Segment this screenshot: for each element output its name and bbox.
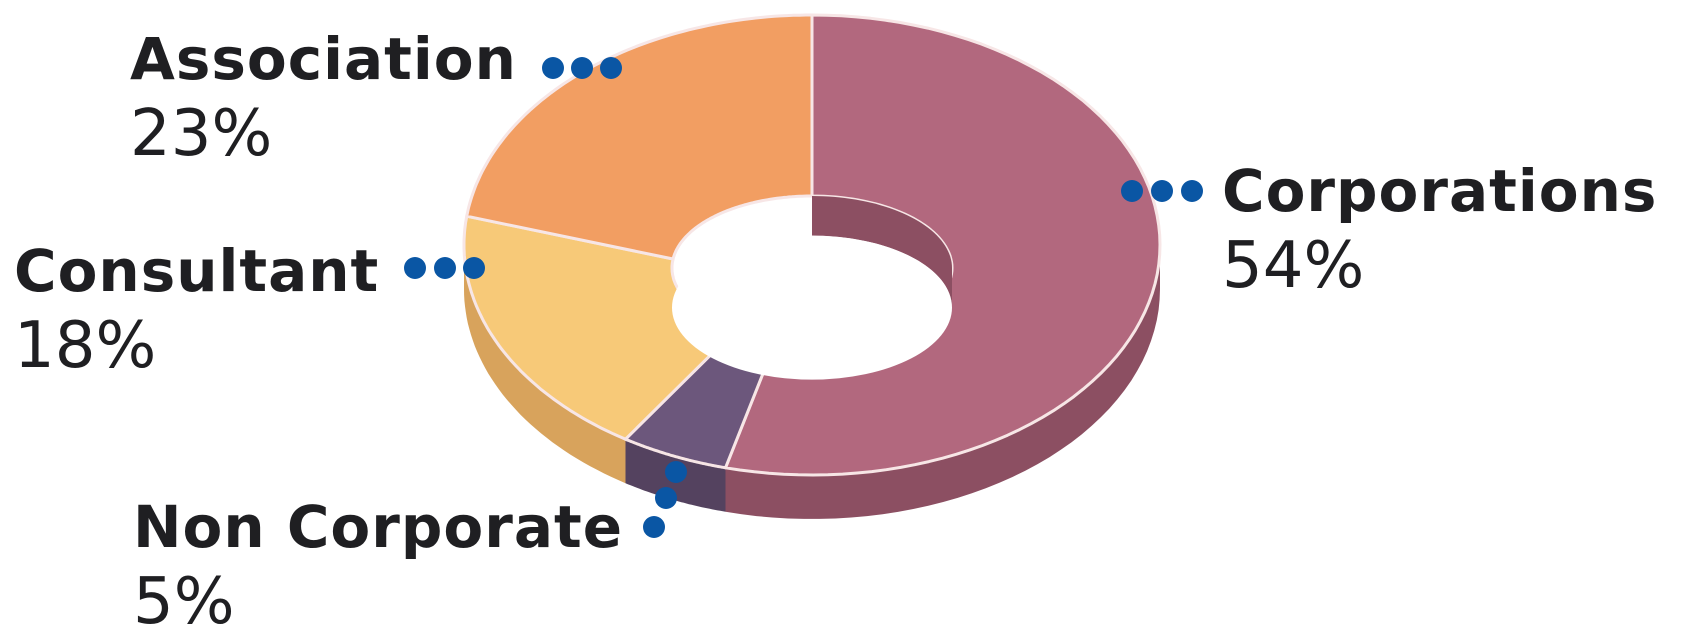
leader-dot-corporations-1: [1121, 180, 1143, 202]
callout-non-corporate: Non Corporate 5%: [133, 498, 623, 634]
callout-consultant: Consultant 18%: [14, 242, 379, 378]
leader-dot-consultant-2: [434, 257, 456, 279]
leader-dot-non-corporate-1: [665, 461, 687, 483]
donut-top-faces: [462, 13, 1162, 477]
leader-dot-corporations-2: [1151, 180, 1173, 202]
leader-dot-association-3: [600, 57, 622, 79]
leader-dot-association-1: [542, 57, 564, 79]
leader-lines: [404, 57, 1203, 538]
label-corporations: Corporations: [1222, 157, 1658, 225]
leader-dot-non-corporate-3: [643, 516, 665, 538]
value-label-corporations: 54%: [1222, 229, 1365, 303]
label-consultant: Consultant: [14, 237, 380, 305]
donut-hole-inner-wall: [812, 196, 952, 308]
value-label-consultant: 18%: [14, 309, 157, 383]
side-consultant: [464, 245, 626, 484]
label-non-corporate: Non Corporate: [133, 493, 624, 561]
label-association: Association: [130, 25, 517, 93]
value-label-association: 23%: [130, 97, 273, 171]
callout-corporations: Corporations 54%: [1222, 162, 1657, 298]
slice-association: [465, 13, 814, 261]
leader-dot-consultant-1: [404, 257, 426, 279]
leader-dot-consultant-3: [463, 257, 485, 279]
leader-dot-corporations-3: [1181, 180, 1203, 202]
hole-wall-corporations: [812, 196, 952, 308]
donut-hole: [672, 235, 952, 380]
callout-association: Association 23%: [130, 30, 517, 166]
value-label-non-corporate: 5%: [133, 565, 235, 639]
side-corporations: [725, 245, 1160, 519]
leader-dot-non-corporate-2: [655, 487, 677, 509]
leader-dot-association-2: [571, 57, 593, 79]
